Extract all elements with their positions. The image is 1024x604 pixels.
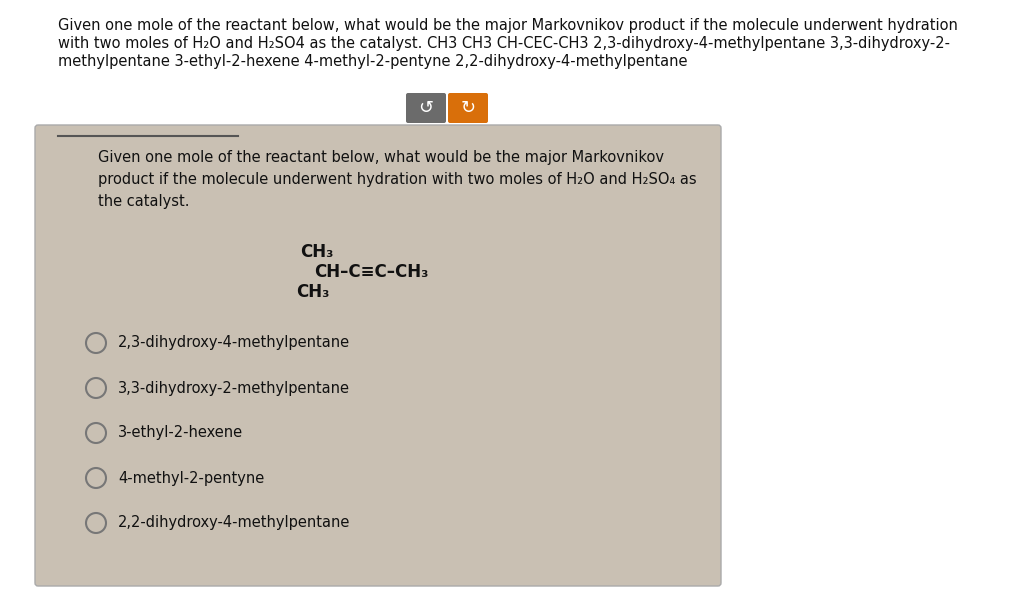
Text: CH₃: CH₃ — [296, 283, 330, 301]
Text: 4-methyl-2-pentyne: 4-methyl-2-pentyne — [118, 471, 264, 486]
FancyBboxPatch shape — [35, 125, 721, 586]
Text: ↺: ↺ — [419, 99, 433, 117]
Text: 3,3-dihydroxy-2-methylpentane: 3,3-dihydroxy-2-methylpentane — [118, 381, 350, 396]
Text: with two moles of H₂O and H₂SO4 as the catalyst. CH3 CH3 CH-CEC-CH3 2,3-dihydrox: with two moles of H₂O and H₂SO4 as the c… — [58, 36, 950, 51]
Text: methylpentane 3-ethyl-2-hexene 4-methyl-2-pentyne 2,2-dihydroxy-4-methylpentane: methylpentane 3-ethyl-2-hexene 4-methyl-… — [58, 54, 687, 69]
Text: 2,2-dihydroxy-4-methylpentane: 2,2-dihydroxy-4-methylpentane — [118, 515, 350, 530]
Text: CH–C≡C–CH₃: CH–C≡C–CH₃ — [314, 263, 428, 281]
Text: product if the molecule underwent hydration with two moles of H₂O and H₂SO₄ as: product if the molecule underwent hydrat… — [98, 172, 696, 187]
Text: ↻: ↻ — [461, 99, 475, 117]
Text: Given one mole of the reactant below, what would be the major Markovnikov: Given one mole of the reactant below, wh… — [98, 150, 664, 165]
Text: 3-ethyl-2-hexene: 3-ethyl-2-hexene — [118, 425, 243, 440]
FancyBboxPatch shape — [449, 93, 488, 123]
FancyBboxPatch shape — [406, 93, 446, 123]
Text: CH₃: CH₃ — [300, 243, 334, 261]
Text: the catalyst.: the catalyst. — [98, 194, 189, 209]
Text: Given one mole of the reactant below, what would be the major Markovnikov produc: Given one mole of the reactant below, wh… — [58, 18, 957, 33]
Text: 2,3-dihydroxy-4-methylpentane: 2,3-dihydroxy-4-methylpentane — [118, 335, 350, 350]
